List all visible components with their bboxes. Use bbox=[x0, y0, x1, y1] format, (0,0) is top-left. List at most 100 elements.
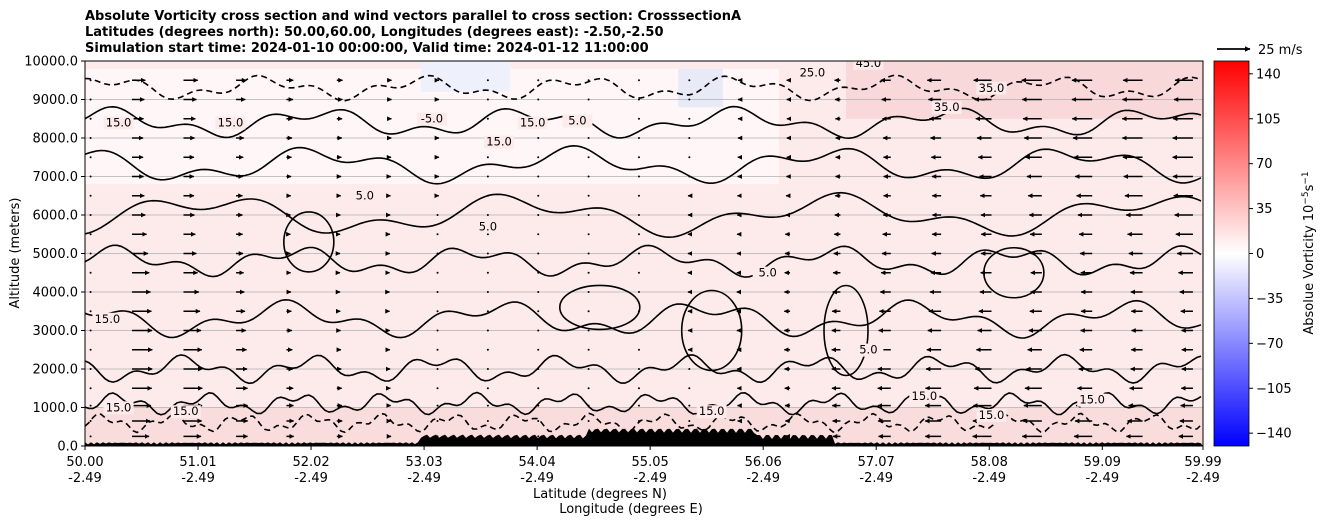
x-tick-label-lat: 53.03 bbox=[405, 455, 442, 470]
y-axis-label: Altitude (meters) bbox=[8, 198, 23, 309]
x-tick-label-lon: -2.49 bbox=[68, 471, 102, 486]
colorbar-gradient bbox=[1213, 60, 1250, 447]
contour-label: 15.0 bbox=[486, 135, 512, 149]
wind-vector bbox=[537, 175, 540, 178]
wind-vector bbox=[486, 271, 489, 274]
contour-loop bbox=[823, 284, 869, 377]
contour-label-bg bbox=[92, 312, 123, 326]
contour-label: 5.0 bbox=[356, 189, 374, 203]
contour-label-bg bbox=[517, 116, 548, 130]
colorbar-label: Absolue Vorticity 10−5s−1 bbox=[1301, 171, 1317, 334]
contour-label-bg bbox=[170, 405, 201, 419]
wind-vector bbox=[688, 156, 691, 159]
wind-vector bbox=[587, 79, 590, 82]
wind-vector bbox=[537, 156, 540, 159]
terrain-silhouette bbox=[85, 428, 1203, 446]
colorbar-tick-label: 140 bbox=[1256, 67, 1281, 82]
wind-vector bbox=[89, 387, 92, 390]
wind-vector bbox=[637, 271, 640, 274]
wind-vector bbox=[637, 291, 640, 293]
colorbar-label-unit-exp: −1 bbox=[1301, 171, 1311, 184]
contour-line bbox=[85, 191, 1202, 239]
contour-label-bg bbox=[853, 61, 884, 70]
contour-loop bbox=[558, 284, 641, 331]
quiver-key: 25 m/s bbox=[1217, 43, 1303, 58]
wind-vector bbox=[637, 137, 640, 139]
chart-title: Absolute Vorticity cross section and win… bbox=[85, 9, 741, 57]
colorbar-tick-label: −140 bbox=[1256, 427, 1292, 442]
field-patch-red-upper bbox=[846, 61, 1203, 119]
wind-vector bbox=[688, 368, 691, 370]
contour-line bbox=[85, 298, 1202, 339]
contour-label: 35.0 bbox=[979, 81, 1005, 95]
contour-label: 5.0 bbox=[859, 343, 877, 357]
contour-label: 5.0 bbox=[479, 219, 497, 233]
wind-vector bbox=[688, 98, 691, 101]
contour-label-bg bbox=[1077, 393, 1108, 407]
contour-line bbox=[85, 353, 1202, 385]
wind-vector bbox=[537, 98, 540, 101]
wind-vector bbox=[688, 387, 691, 390]
wind-vector bbox=[587, 156, 590, 159]
contour-label-bg bbox=[103, 116, 134, 130]
field-patch-blue-1 bbox=[420, 61, 511, 92]
contour-label-bg bbox=[696, 405, 727, 419]
wind-vector bbox=[537, 348, 540, 351]
wind-vector bbox=[688, 79, 691, 82]
wind-vector bbox=[537, 194, 540, 197]
contour-label-bg bbox=[909, 389, 940, 403]
wind-vector bbox=[89, 214, 92, 216]
wind-vector bbox=[89, 79, 92, 82]
wind-vector bbox=[637, 175, 640, 178]
x-tick-label-lat: 51.01 bbox=[179, 455, 216, 470]
terrain bbox=[85, 428, 1203, 446]
contour-label-bg bbox=[976, 81, 1007, 95]
colorbar-tick-label: −70 bbox=[1256, 337, 1283, 352]
wind-vector bbox=[436, 387, 439, 390]
wind-vector bbox=[537, 387, 540, 390]
wind-vector bbox=[587, 291, 590, 293]
x-tick-label-lon: -2.49 bbox=[633, 471, 667, 486]
wind-vector bbox=[89, 233, 92, 236]
contour-loop bbox=[680, 289, 743, 372]
x-tick-label-lat: 54.04 bbox=[519, 455, 556, 470]
contour-label: 15.0 bbox=[912, 389, 938, 403]
wind-vector bbox=[537, 404, 540, 407]
wind-vector bbox=[688, 117, 691, 120]
colorbar-tick-label: −35 bbox=[1256, 292, 1283, 307]
y-tick-label: 5000.0 bbox=[33, 247, 79, 262]
wind-vector bbox=[436, 368, 439, 370]
wind-vector bbox=[537, 233, 540, 236]
wind-vector bbox=[486, 348, 489, 351]
wind-vector bbox=[436, 419, 439, 422]
wind-vector bbox=[89, 329, 92, 332]
wind-vector bbox=[537, 79, 540, 82]
wind-vector bbox=[688, 137, 691, 139]
y-tick-label: 9000.0 bbox=[33, 93, 79, 108]
x-tick-label-lon: -2.49 bbox=[1085, 471, 1119, 486]
wind-vector bbox=[486, 310, 489, 313]
wind-vector bbox=[436, 404, 439, 407]
contour-line bbox=[85, 412, 1202, 434]
wind-vector bbox=[537, 214, 540, 216]
y-tick-label: 3000.0 bbox=[33, 324, 79, 339]
wind-vector bbox=[436, 291, 439, 293]
contour-label-bg bbox=[976, 409, 1007, 423]
contour-line bbox=[85, 391, 1202, 416]
wind-vector bbox=[89, 419, 92, 422]
x-tick-label-lat: 52.02 bbox=[292, 455, 329, 470]
y-tick-label: 0.0 bbox=[57, 440, 78, 455]
wind-vector bbox=[486, 117, 489, 120]
wind-vector bbox=[637, 419, 640, 422]
contour-label-bg bbox=[416, 112, 447, 126]
wind-vector bbox=[89, 194, 92, 197]
y-tick-label: 6000.0 bbox=[33, 209, 79, 224]
wind-vector bbox=[637, 79, 640, 82]
wind-vector bbox=[436, 348, 439, 351]
wind-vector bbox=[89, 435, 92, 438]
colorbar-tick-label: 70 bbox=[1256, 157, 1273, 172]
wind-vector bbox=[89, 117, 92, 120]
wind-vector bbox=[486, 194, 489, 197]
contour-label: 15.0 bbox=[979, 408, 1005, 422]
wind-vector bbox=[537, 368, 540, 370]
